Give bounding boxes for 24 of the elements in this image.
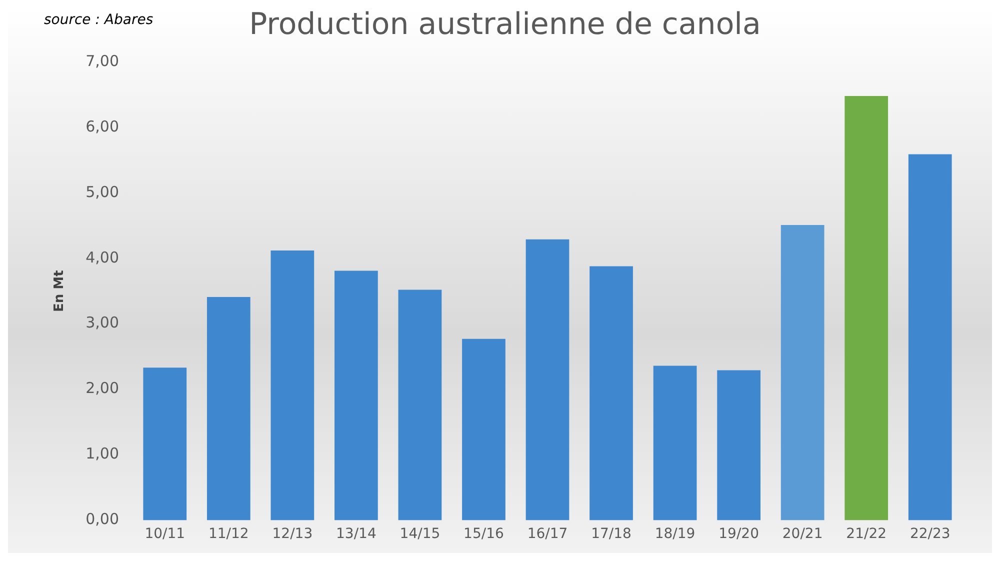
- y-tick-label: 2,00: [86, 379, 119, 398]
- x-tick-label: 14/15: [400, 526, 440, 542]
- y-tick-label: 3,00: [86, 314, 119, 332]
- x-tick-label: 18/19: [654, 526, 696, 542]
- x-tick-label: 19/20: [718, 526, 759, 542]
- y-tick-label: 0,00: [86, 510, 119, 528]
- x-tick-label: 22/23: [910, 526, 950, 542]
- x-tick-label: 13/14: [336, 526, 376, 542]
- x-tick-label: 17/18: [591, 526, 632, 542]
- x-tick-label: 20/21: [782, 526, 823, 542]
- y-tick-label: 6,00: [86, 117, 119, 136]
- x-tick-label: 10/11: [144, 526, 186, 542]
- x-tick-label: 16/17: [527, 526, 568, 542]
- y-tick-label: 4,00: [86, 248, 119, 266]
- source-note: source : Abares: [44, 12, 154, 28]
- y-tick-label: 7,00: [86, 52, 119, 70]
- x-tick-label: 15/16: [464, 526, 504, 542]
- x-tick-label: 12/13: [272, 526, 313, 542]
- y-tick-label: 1,00: [86, 444, 119, 463]
- x-tick-label: 11/12: [208, 526, 249, 542]
- x-tick-label: 21/22: [846, 526, 887, 542]
- chart-title: Production australienne de canola: [249, 6, 761, 42]
- y-axis-title: En Mt: [52, 270, 68, 312]
- y-tick-label: 5,00: [86, 182, 119, 201]
